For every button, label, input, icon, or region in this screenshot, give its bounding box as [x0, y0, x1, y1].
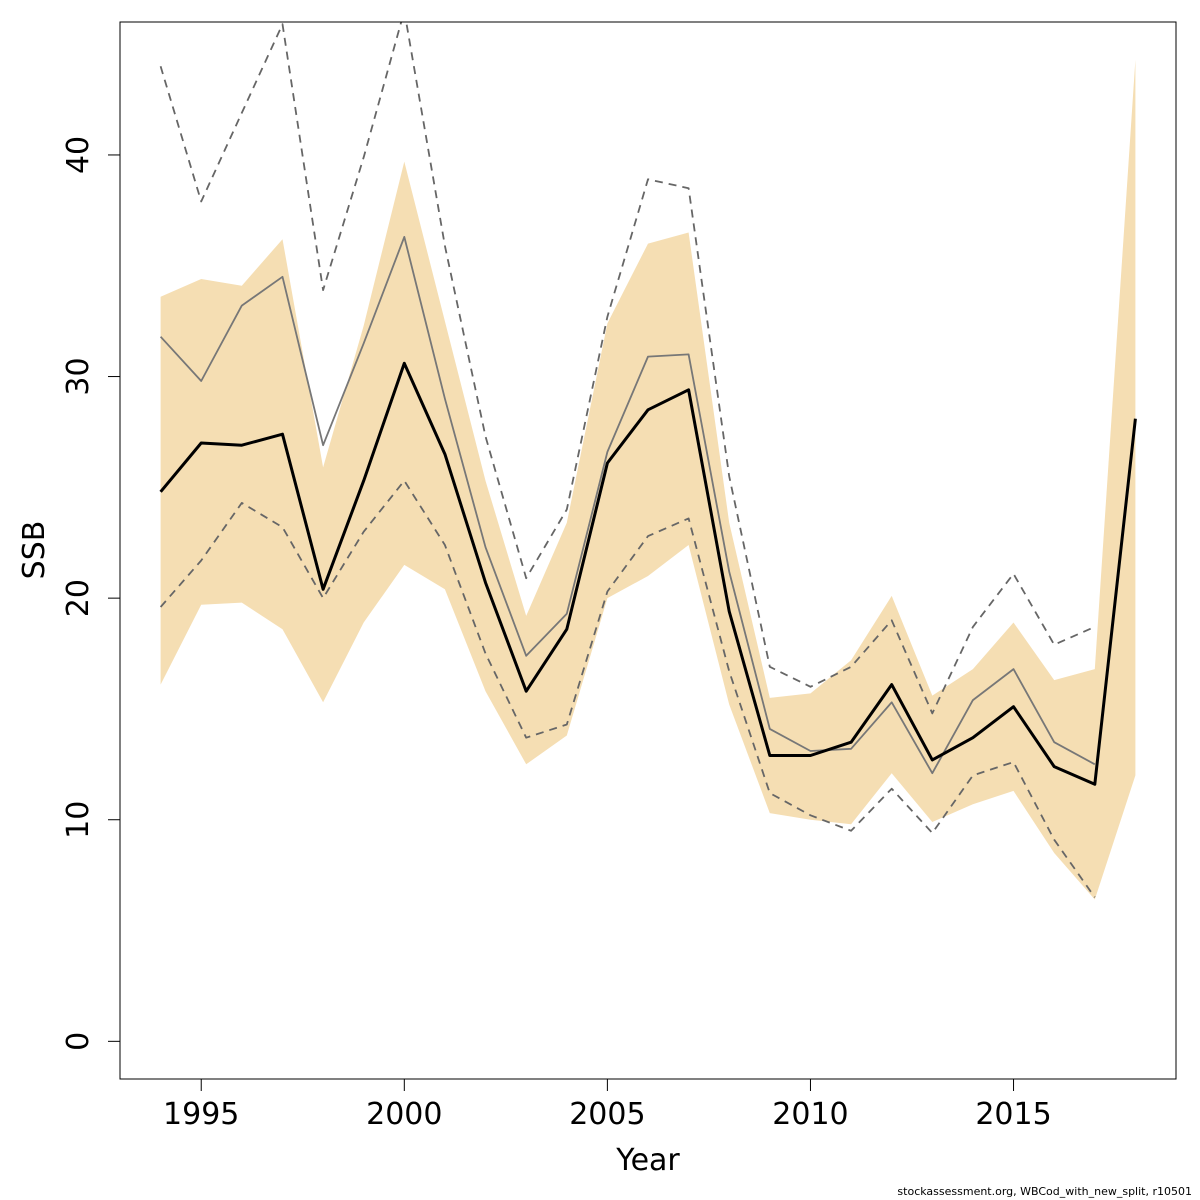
y-axis-title: SSB	[17, 521, 52, 580]
footer-credit: stockassessment.org, WBCod_with_new_spli…	[897, 1185, 1192, 1198]
x-axis-title: Year	[615, 1143, 680, 1178]
y-tick-label: 30	[61, 357, 96, 395]
previous-estimate-line	[159, 235, 1096, 775]
series-lines	[159, 22, 1137, 898]
x-axis: 1995 2000 2005 2010 2015	[163, 1078, 1052, 1132]
y-axis: 0 10 20 30 40	[61, 136, 121, 1051]
x-tick-label: 2010	[772, 1097, 848, 1132]
y-tick-label: 10	[61, 801, 96, 839]
y-tick-label: 40	[61, 136, 96, 174]
x-tick-label: 2000	[366, 1097, 442, 1132]
x-tick-label: 2005	[569, 1097, 645, 1132]
estimate-line	[159, 361, 1137, 786]
y-tick-label: 0	[61, 1032, 96, 1051]
y-tick-label: 20	[61, 579, 96, 617]
x-tick-label: 2015	[975, 1097, 1051, 1132]
confidence-band	[160, 59, 1136, 900]
x-tick-label: 1995	[163, 1097, 239, 1132]
previous-ci-line	[159, 22, 1096, 715]
previous-ci-line	[159, 479, 1096, 898]
confidence-band-area	[160, 59, 1136, 900]
